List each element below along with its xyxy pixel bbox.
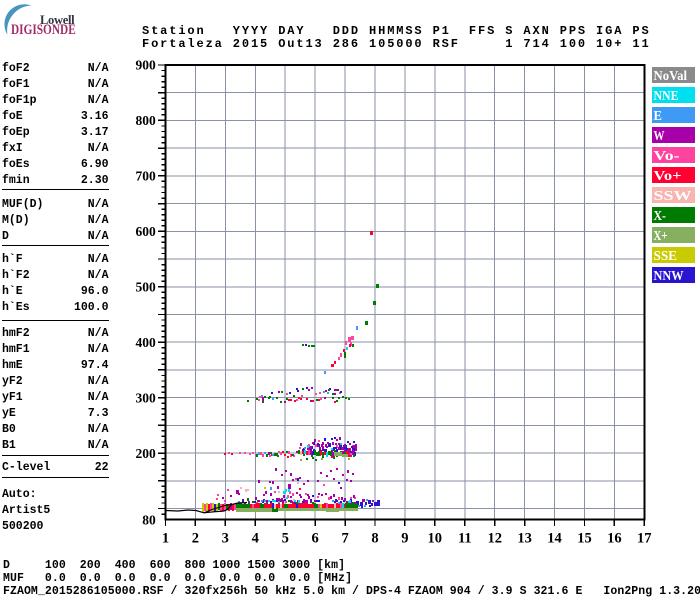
svg-text:17: 17 xyxy=(637,531,652,547)
svg-text:400: 400 xyxy=(136,335,157,350)
svg-text:80: 80 xyxy=(142,512,156,527)
svg-text:7: 7 xyxy=(341,531,348,547)
svg-text:6: 6 xyxy=(311,531,318,547)
svg-text:14: 14 xyxy=(547,531,562,547)
svg-text:9: 9 xyxy=(401,531,408,547)
svg-text:NNW: NNW xyxy=(654,268,684,283)
svg-text:13: 13 xyxy=(517,531,532,547)
svg-text:X-: X- xyxy=(654,208,667,223)
svg-text:4: 4 xyxy=(252,531,259,547)
svg-text:W: W xyxy=(654,128,665,143)
svg-text:900: 900 xyxy=(136,58,157,73)
svg-text:SSW: SSW xyxy=(654,188,693,203)
svg-text:X+: X+ xyxy=(654,228,668,243)
svg-text:600: 600 xyxy=(136,224,157,239)
svg-text:8: 8 xyxy=(371,531,378,547)
svg-text:NNE: NNE xyxy=(654,88,679,103)
svg-text:16: 16 xyxy=(607,531,622,547)
svg-text:Vo+: Vo+ xyxy=(654,168,682,183)
svg-text:2: 2 xyxy=(192,531,199,547)
svg-text:SSE: SSE xyxy=(654,248,678,263)
svg-text:11: 11 xyxy=(458,531,472,547)
svg-text:800: 800 xyxy=(136,113,157,128)
svg-text:12: 12 xyxy=(487,531,502,547)
svg-text:NoVal: NoVal xyxy=(654,68,688,83)
svg-text:Vo-: Vo- xyxy=(654,148,680,163)
svg-text:700: 700 xyxy=(136,169,157,184)
svg-text:200: 200 xyxy=(136,446,157,461)
svg-text:300: 300 xyxy=(136,390,157,405)
svg-text:500: 500 xyxy=(136,280,157,295)
svg-text:1: 1 xyxy=(162,531,169,547)
svg-text:5: 5 xyxy=(282,531,289,547)
svg-text:15: 15 xyxy=(577,531,592,547)
svg-text:3: 3 xyxy=(222,531,229,547)
svg-text:E: E xyxy=(654,108,663,123)
svg-text:10: 10 xyxy=(428,531,443,547)
